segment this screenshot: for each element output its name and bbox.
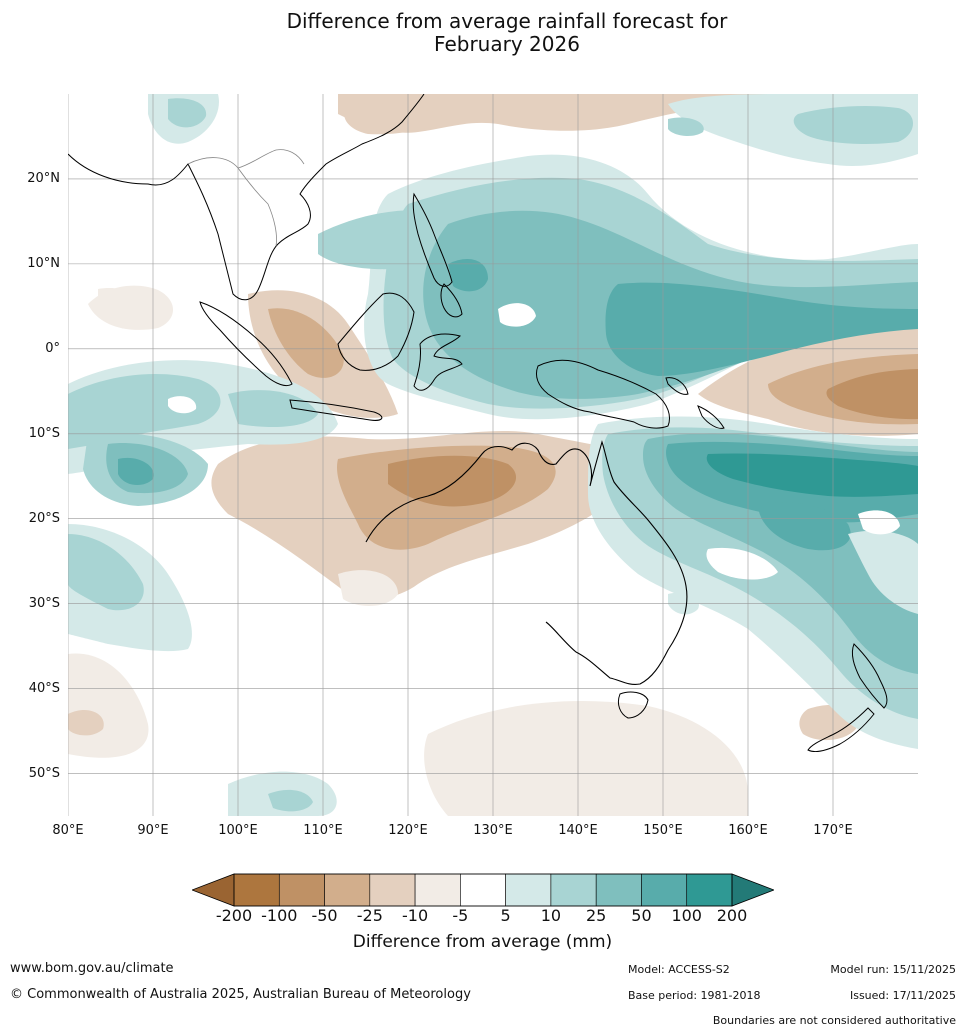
cbar-tick-label: 50: [631, 906, 652, 925]
colorbar-label: Difference from average (mm): [352, 932, 613, 952]
southeast-asia-coastline: [68, 94, 425, 301]
cbar-swatch: [414, 873, 461, 907]
cbar-tick-label: -100: [261, 906, 298, 925]
tasmania-coastline: [617, 691, 649, 719]
cbar-tick-label: -10: [402, 906, 429, 925]
lat-tick-label: 40°S: [28, 680, 60, 696]
lat-tick-label: 30°S: [28, 595, 60, 611]
disclaimer-text: Boundaries are not considered authoritat…: [712, 1014, 956, 1027]
colorbar: [190, 873, 776, 911]
cbar-tick-label: -200: [215, 906, 253, 925]
lat-tick-label: 0°: [45, 340, 60, 356]
new-zealand-coastline: [807, 643, 888, 753]
new-guinea-coastline: [535, 359, 670, 429]
map-title: Difference from average rainfall forecas…: [0, 10, 965, 56]
cbar-swatch: [550, 873, 597, 907]
title-line-1: Difference from average rainfall forecas…: [286, 9, 728, 33]
cbar-tick-label: 200: [716, 906, 748, 925]
lat-lon-grid: [68, 94, 918, 816]
cbar-swatch: [278, 873, 325, 907]
lat-tick-label: 20°S: [28, 510, 60, 526]
cbar-swatch: [686, 873, 733, 907]
cbar-extend-low: [192, 874, 234, 906]
lon-tick-label: 150°E: [643, 823, 683, 838]
map-canvas: [68, 94, 918, 816]
colorbar-swatches: [190, 873, 776, 907]
cbar-tick-label: 25: [585, 906, 607, 925]
drier-than-average-areas: [68, 94, 918, 816]
cbar-extend-high: [732, 874, 774, 906]
lat-tick-label: 10°N: [27, 255, 60, 271]
website-link[interactable]: www.bom.gov.au/climate: [10, 961, 174, 976]
cbar-swatch: [369, 873, 416, 907]
base-period-text: Base period: 1981-2018: [628, 989, 761, 1002]
cbar-swatch: [460, 873, 506, 907]
lon-tick-label: 110°E: [303, 823, 343, 838]
cbar-tick-label: 5: [500, 906, 511, 925]
model-run-text: Model run: 15/11/2025: [830, 963, 956, 976]
cbar-tick-label: -50: [311, 906, 338, 925]
lon-tick-label: 170°E: [813, 823, 853, 838]
australia-coastline: [365, 440, 688, 685]
cbar-swatch: [505, 873, 552, 907]
cbar-tick-label: -25: [356, 906, 383, 925]
title-line-2: February 2026: [434, 32, 580, 56]
java-coastline: [289, 399, 383, 421]
rainfall-map: 20°N 10°N 0° 10°S 20°S 30°S 40°S 50°S 80°E 90°E 1…: [27, 94, 918, 838]
lon-tick-label: 140°E: [558, 823, 598, 838]
cbar-tick-label: 100: [671, 906, 702, 925]
sulawesi-coastline: [413, 333, 463, 391]
near-average-gaps: [168, 303, 900, 580]
lon-tick-label: 160°E: [728, 823, 768, 838]
cbar-swatch: [595, 873, 642, 907]
lon-tick-label: 130°E: [473, 823, 513, 838]
borneo-coastline: [337, 292, 415, 371]
bismarck-islands-coastline: [665, 377, 725, 429]
cbar-swatch: [324, 873, 371, 907]
cbar-tick-label: 10: [540, 906, 562, 925]
copyright-text: © Commonwealth of Australia 2025, Austra…: [10, 987, 471, 1002]
cbar-swatch: [641, 873, 688, 907]
lon-tick-label: 80°E: [52, 823, 84, 838]
lat-tick-label: 20°N: [27, 170, 60, 186]
lon-tick-label: 100°E: [218, 823, 258, 838]
lon-tick-label: 90°E: [137, 823, 169, 838]
philippines-coastline: [412, 192, 463, 318]
lon-tick-label: 120°E: [388, 823, 428, 838]
cbar-swatch: [233, 873, 280, 907]
lat-tick-label: 50°S: [28, 765, 60, 781]
country-borders: [187, 149, 305, 247]
issued-text: Issued: 17/11/2025: [849, 989, 956, 1002]
lat-tick-label: 10°S: [28, 425, 60, 441]
model-text: Model: ACCESS-S2: [628, 963, 730, 976]
cbar-tick-label: -5: [452, 906, 469, 925]
sumatra-coastline: [199, 301, 293, 387]
